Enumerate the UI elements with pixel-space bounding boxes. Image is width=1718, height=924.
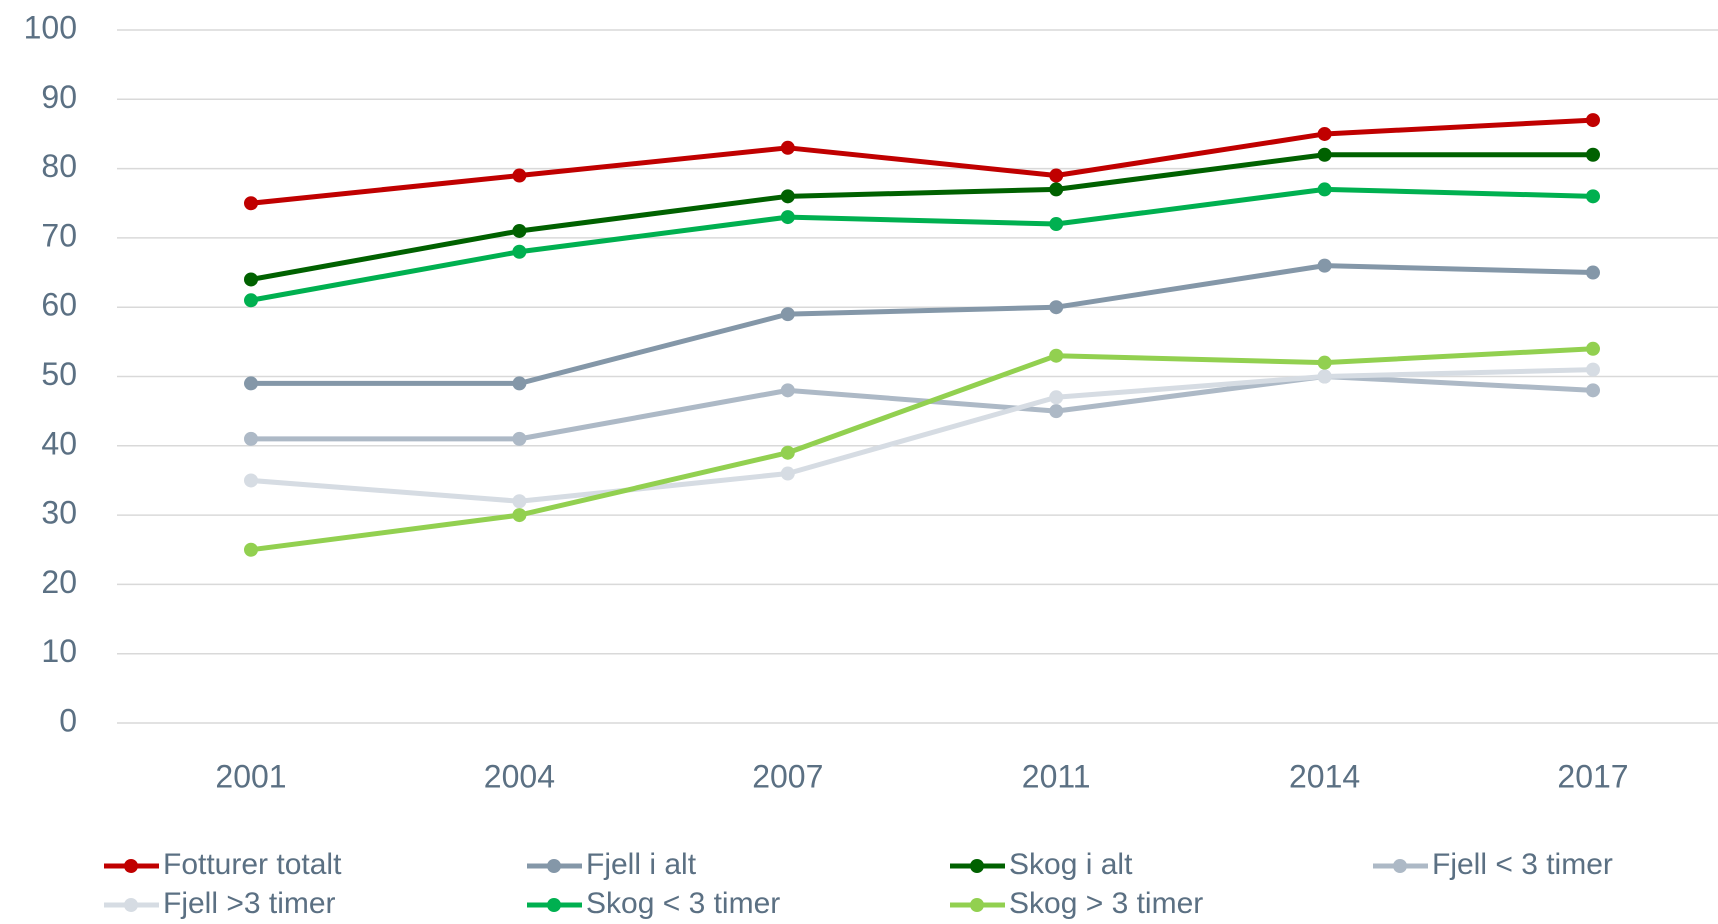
x-tick-label: 2007 bbox=[752, 758, 823, 794]
point bbox=[512, 508, 527, 523]
x-tick-label: 2014 bbox=[1289, 758, 1360, 794]
legend-label: Fjell i alt bbox=[586, 848, 697, 881]
point bbox=[780, 140, 795, 155]
legend-marker bbox=[547, 859, 561, 873]
point bbox=[1049, 217, 1064, 232]
point bbox=[512, 494, 527, 509]
y-tick-label: 30 bbox=[41, 495, 77, 531]
y-tick-label: 100 bbox=[24, 9, 77, 45]
point bbox=[244, 293, 258, 308]
legend-marker bbox=[124, 859, 138, 873]
legend-label: Fotturer totalt bbox=[163, 848, 342, 881]
x-tick-label: 2001 bbox=[215, 758, 286, 794]
point bbox=[1586, 113, 1600, 128]
point bbox=[1049, 300, 1064, 315]
point bbox=[1049, 390, 1064, 405]
point bbox=[1317, 182, 1332, 197]
y-tick-label: 50 bbox=[41, 356, 77, 392]
series-line bbox=[250, 152, 1593, 282]
x-tick-label: 2004 bbox=[484, 758, 555, 794]
point bbox=[780, 210, 795, 225]
y-tick-label: 80 bbox=[41, 148, 77, 184]
legend-marker bbox=[547, 898, 561, 912]
point bbox=[1049, 404, 1064, 419]
point bbox=[512, 376, 527, 391]
point bbox=[780, 445, 795, 460]
y-tick-label: 90 bbox=[41, 79, 77, 115]
point bbox=[1317, 147, 1332, 162]
point bbox=[1049, 168, 1064, 183]
y-tick-label: 40 bbox=[41, 425, 77, 461]
point bbox=[1586, 189, 1600, 204]
point bbox=[244, 473, 258, 488]
y-tick-label: 0 bbox=[59, 702, 77, 738]
point bbox=[1586, 147, 1600, 162]
series-line bbox=[250, 186, 1594, 303]
legend-marker bbox=[124, 898, 138, 912]
point bbox=[244, 431, 258, 446]
point bbox=[1317, 258, 1332, 273]
series-line bbox=[251, 374, 1594, 442]
point bbox=[1317, 369, 1332, 384]
point bbox=[780, 383, 795, 398]
y-tick-label: 60 bbox=[41, 287, 77, 323]
series-line bbox=[251, 263, 1594, 386]
legend-label: Fjell >3 timer bbox=[163, 887, 336, 920]
point bbox=[512, 168, 527, 183]
series-line bbox=[250, 367, 1594, 504]
point bbox=[244, 272, 258, 287]
legend-marker bbox=[970, 898, 984, 912]
y-tick-label: 70 bbox=[41, 217, 77, 253]
legend-marker bbox=[1393, 859, 1407, 873]
legend-label: Fjell < 3 timer bbox=[1432, 848, 1613, 881]
point bbox=[780, 466, 795, 481]
series-line bbox=[250, 346, 1594, 553]
point bbox=[780, 307, 795, 322]
point bbox=[1049, 348, 1064, 363]
point bbox=[1317, 355, 1332, 370]
point bbox=[244, 196, 258, 211]
point bbox=[1586, 265, 1600, 280]
point bbox=[780, 189, 795, 204]
series-line bbox=[250, 117, 1594, 206]
point bbox=[1317, 126, 1332, 141]
legend-label: Skog > 3 timer bbox=[1009, 887, 1203, 920]
point bbox=[1586, 383, 1600, 398]
point bbox=[512, 244, 527, 259]
point bbox=[1049, 182, 1064, 197]
point bbox=[512, 223, 527, 238]
y-tick-label: 10 bbox=[41, 633, 77, 669]
x-tick-label: 2011 bbox=[1022, 758, 1091, 794]
x-tick-label: 2017 bbox=[1557, 758, 1628, 794]
point bbox=[1586, 362, 1600, 377]
point bbox=[244, 376, 258, 391]
legend-label: Skog < 3 timer bbox=[586, 887, 780, 920]
point bbox=[1586, 341, 1600, 356]
legend-label: Skog i alt bbox=[1009, 848, 1133, 881]
legend-marker bbox=[970, 859, 984, 873]
point bbox=[244, 542, 258, 557]
y-tick-label: 20 bbox=[41, 564, 77, 600]
point bbox=[512, 431, 527, 446]
